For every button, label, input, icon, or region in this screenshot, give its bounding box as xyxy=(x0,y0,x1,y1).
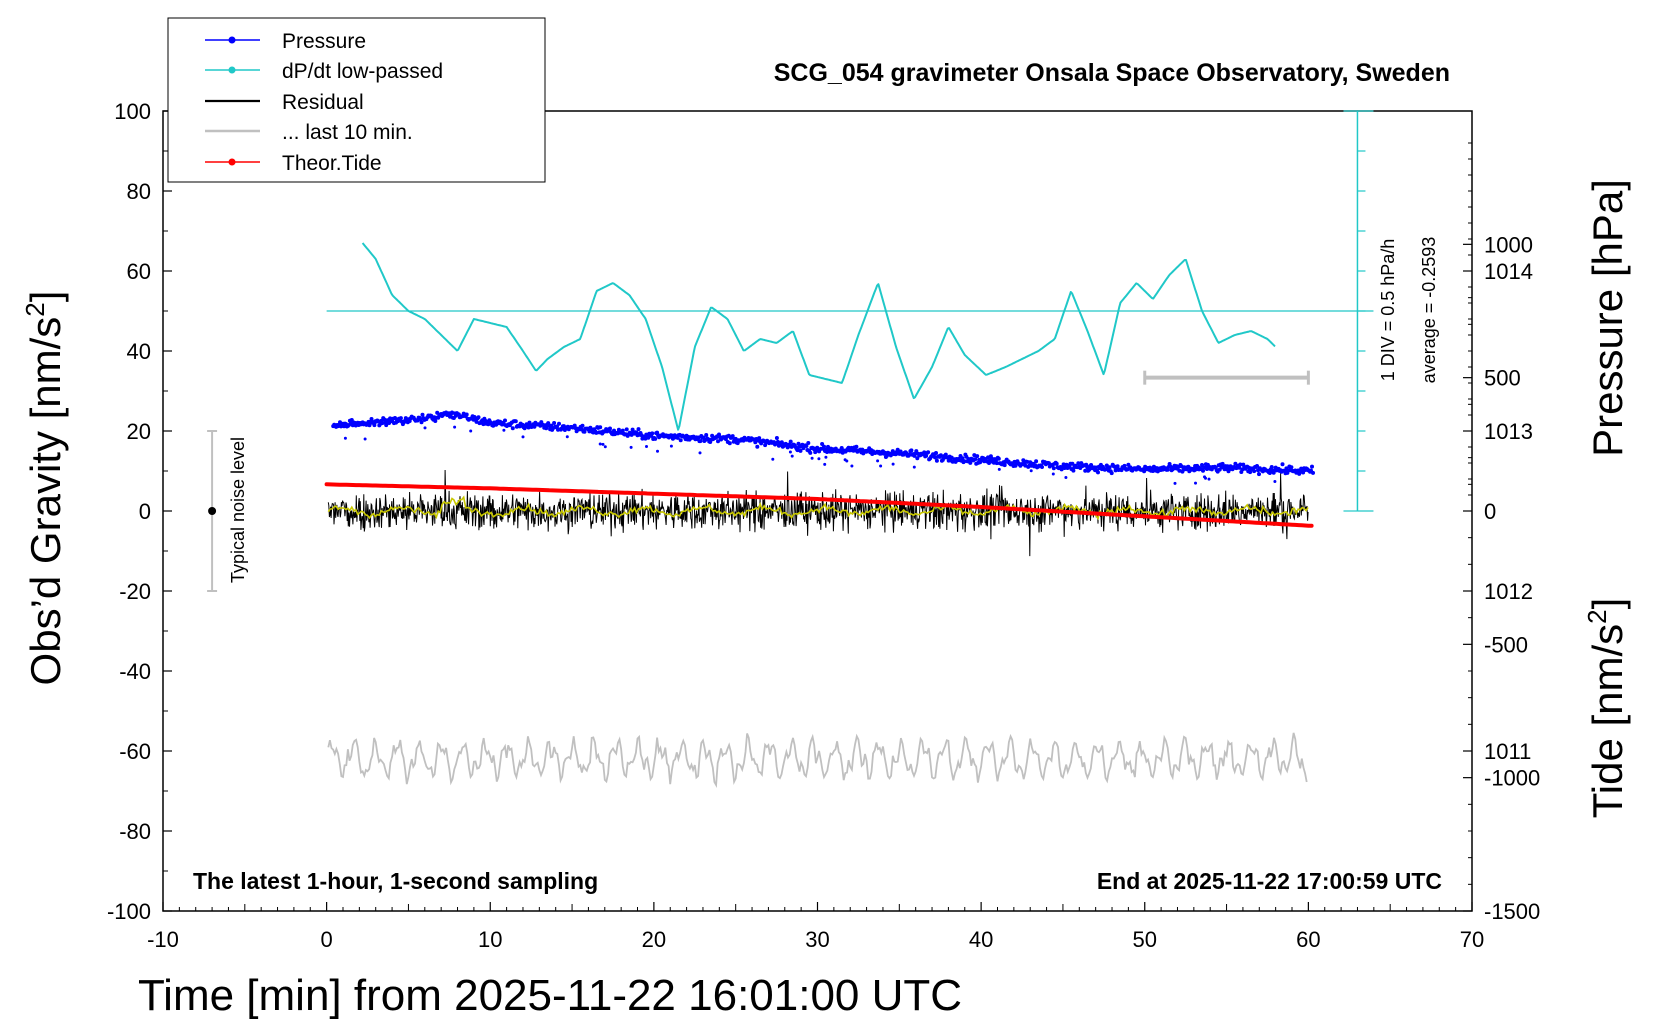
y-tick-label: -60 xyxy=(119,739,151,764)
y-axis-title-tide: Tide [nm/s2] xyxy=(1582,598,1631,819)
y-tick-label: 80 xyxy=(127,179,151,204)
legend-label-pressure: Pressure xyxy=(282,30,366,53)
legend-marker-pressure xyxy=(228,36,236,44)
annotation-end-time: End at 2025-11-22 17:00:59 UTC xyxy=(1097,868,1442,894)
y-tick-label: 20 xyxy=(127,419,151,444)
x-tick-label: 50 xyxy=(1133,927,1157,952)
tide-tick-label: -1000 xyxy=(1484,766,1540,791)
series-residual-smoothed xyxy=(327,495,1309,521)
legend-marker-tide xyxy=(228,158,236,166)
pressure-tick-label: 1011 xyxy=(1484,739,1531,764)
series-dpdt xyxy=(361,242,1276,431)
tide-tick-label: 500 xyxy=(1484,366,1521,391)
pressure-tick-label: 1014 xyxy=(1484,259,1533,284)
tide-tick-label: 0 xyxy=(1484,499,1496,524)
tide-tick-label: 1000 xyxy=(1484,232,1533,257)
y-axis-title-pressure: Pressure [hPa] xyxy=(1584,179,1631,457)
y-tick-label: -80 xyxy=(119,819,151,844)
x-tick-label: 10 xyxy=(478,927,502,952)
x-tick-label: 30 xyxy=(805,927,829,952)
y-tick-label: -100 xyxy=(107,899,151,924)
y-tick-label: -20 xyxy=(119,579,151,604)
x-tick-label: 20 xyxy=(642,927,666,952)
legend-entry-last10: ... last 10 min. xyxy=(205,121,413,144)
legend-entry-residual: Residual xyxy=(205,91,364,114)
legend: Pressure dP/dt low-passed Residual ... l… xyxy=(167,17,546,183)
series-tide xyxy=(324,482,1314,528)
pressure-tick-label: 1013 xyxy=(1484,419,1533,444)
y-tick-label: 100 xyxy=(114,99,151,124)
x-tick-label: 40 xyxy=(969,927,993,952)
legend-entry-dpdt: dP/dt low-passed xyxy=(205,60,443,83)
legend-marker-dpdt xyxy=(228,66,236,74)
series-pressure-outliers xyxy=(343,425,1277,485)
pressure-tick-label: 1012 xyxy=(1484,579,1533,604)
series-last10 xyxy=(327,732,1308,789)
x-tick-label: 60 xyxy=(1296,927,1320,952)
annotation-sampling: The latest 1-hour, 1-second sampling xyxy=(193,868,598,894)
y-tick-label: 40 xyxy=(127,339,151,364)
legend-label-residual: Residual xyxy=(282,91,364,114)
x-tick-label: -10 xyxy=(147,927,179,952)
y-tick-label: 60 xyxy=(127,259,151,284)
tide-tick-label: -500 xyxy=(1484,632,1528,657)
legend-entry-pressure: Pressure xyxy=(205,30,366,53)
legend-label-tide: Theor.Tide xyxy=(282,152,382,175)
y-tick-label: 0 xyxy=(139,499,151,524)
series-pressure xyxy=(331,410,1316,477)
x-axis-title: Time [min] from 2025-11-22 16:01:00 UTC xyxy=(138,971,962,1020)
dpdt-scale-label: 1 DIV = 0.5 hPa/h xyxy=(1378,239,1398,382)
legend-entry-tide: Theor.Tide xyxy=(205,152,382,175)
x-tick-label: 70 xyxy=(1460,927,1484,952)
y-tick-label: -40 xyxy=(119,659,151,684)
chart-title: SCG_054 gravimeter Onsala Space Observat… xyxy=(774,59,1450,87)
legend-label-dpdt: dP/dt low-passed xyxy=(282,60,443,83)
noise-level-label: Typical noise level xyxy=(228,437,248,583)
dpdt-average-label: average = -0.2593 xyxy=(1419,237,1439,384)
noise-bar-center xyxy=(208,507,217,515)
y-axis-title-left: Obs’d Gravity [nm/s2] xyxy=(20,291,69,686)
x-tick-label: 0 xyxy=(321,927,333,952)
tide-tick-label: -1500 xyxy=(1484,899,1540,924)
legend-label-last10: ... last 10 min. xyxy=(282,121,413,144)
